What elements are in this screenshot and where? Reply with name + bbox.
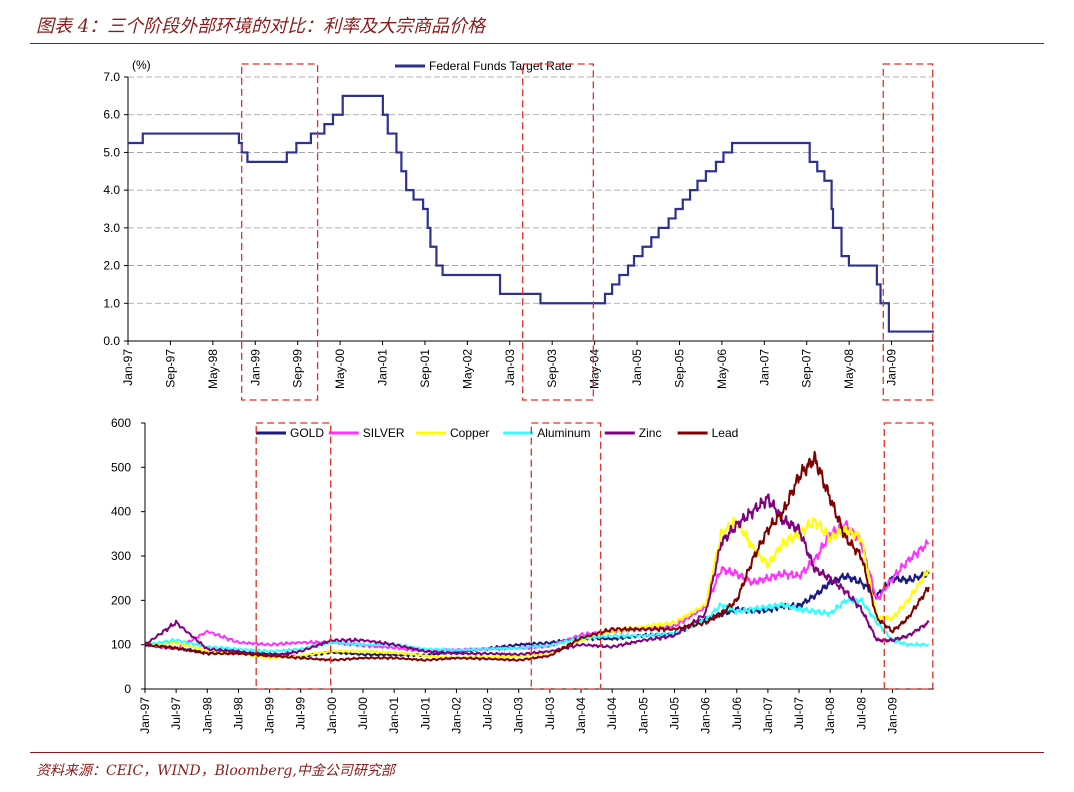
title-rule: [30, 43, 1044, 44]
y-tick-label: 2.0: [103, 259, 120, 273]
legend-label: Aluminum: [537, 426, 590, 440]
y-tick-label: 0.0: [103, 334, 120, 348]
legend-label: GOLD: [290, 426, 324, 440]
x-tick-label: Jul-06: [730, 697, 744, 730]
x-tick-label: Jul-00: [356, 697, 370, 730]
highlight-box: [883, 422, 934, 690]
y-tick-label: 0: [124, 682, 131, 696]
x-tick-label: May-02: [460, 349, 474, 389]
x-tick-label: Jul-08: [854, 697, 868, 730]
series-line-copper: [144, 516, 930, 660]
figure-title: 图表 4：三个阶段外部环境的对比：利率及大宗商品价格: [36, 16, 486, 37]
y-tick-label: 7.0: [103, 70, 120, 84]
legend-entry: Zinc: [604, 426, 662, 440]
x-tick-label: May-98: [206, 349, 220, 389]
legend-label: Zinc: [639, 426, 662, 440]
highlight-box: [255, 422, 332, 690]
x-tick-label: Jan-97: [138, 697, 152, 734]
legend-label: Lead: [712, 426, 739, 440]
y-tick-label: 6.0: [103, 108, 120, 122]
x-tick-label: May-06: [715, 349, 729, 389]
y-tick-label: 200: [111, 593, 131, 607]
y-tick-label: 1.0: [103, 296, 120, 310]
x-tick-label: Jan-99: [248, 349, 262, 386]
y-tick-label: 500: [111, 460, 131, 474]
x-tick-label: Jan-00: [325, 697, 339, 734]
x-tick-label: Jan-99: [263, 697, 277, 734]
series-line-federal-funds-target-rate: [128, 94, 934, 333]
highlight-box: [522, 63, 594, 401]
x-tick-label: Sep-01: [418, 349, 432, 388]
x-tick-label: Jul-05: [667, 697, 681, 730]
x-tick-label: May-08: [842, 349, 856, 389]
x-tick-label: Jan-08: [823, 697, 837, 734]
fed-rate-chart: 0.0 1.0 2.0 3.0 4.0 5.0 6.0 7.0 (%) Jan-97 Sep-97 M…: [103, 58, 934, 401]
x-tick-label: Jan-05: [636, 697, 650, 734]
x-tick-label: Sep-07: [800, 349, 814, 388]
x-tick-label: May-00: [333, 349, 347, 389]
x-tick-label: Sep-05: [672, 349, 686, 388]
x-tick-label: Jul-02: [481, 697, 495, 730]
x-tick-label: Jul-98: [231, 697, 245, 730]
x-tick-label: Sep-97: [163, 349, 177, 388]
y-tick-label: 3.0: [103, 221, 120, 235]
x-tick-label: Jul-07: [792, 697, 806, 730]
y-axis-label: (%): [132, 58, 151, 72]
legend-entry: Lead: [677, 426, 739, 440]
y-tick-label: 5.0: [103, 145, 120, 159]
x-tick-label: Jan-01: [376, 349, 390, 386]
legend-entry: GOLD: [256, 426, 324, 440]
source-rule: [30, 752, 1044, 753]
highlight-box: [882, 63, 934, 401]
x-tick-label: Jul-99: [294, 697, 308, 730]
x-tick-label: Jan-01: [387, 697, 401, 734]
series-line-silver: [144, 520, 930, 653]
x-tick-label: Jan-03: [512, 697, 526, 734]
x-tick-label: Jan-05: [630, 349, 644, 386]
legend-entry: Federal Funds Target Rate: [395, 59, 572, 73]
y-tick-label: 100: [111, 638, 131, 652]
y-tick-label: 300: [111, 549, 131, 563]
x-tick-label: Jan-98: [200, 697, 214, 734]
x-tick-label: May-04: [588, 349, 602, 389]
x-tick-label: Jan-06: [699, 697, 713, 734]
y-tick-label: 400: [111, 505, 131, 519]
source-note: 资料来源：CEIC，WIND，Bloomberg,中金公司研究部: [36, 763, 395, 779]
x-tick-label: Jul-03: [543, 697, 557, 730]
x-tick-label: Jul-01: [418, 697, 432, 730]
x-tick-label: Jul-97: [169, 697, 183, 730]
x-tick-label: Sep-03: [545, 349, 559, 388]
legend-entry: SILVER: [328, 426, 405, 440]
x-tick-label: Jan-97: [121, 349, 135, 386]
y-tick-label: 600: [111, 416, 131, 430]
series-line-lead: [144, 450, 930, 662]
legend-label: Federal Funds Target Rate: [429, 59, 572, 73]
highlight-box: [241, 63, 319, 401]
series-line-zinc: [144, 493, 930, 658]
x-tick-label: Jan-03: [503, 349, 517, 386]
y-tick-label: 4.0: [103, 183, 120, 197]
x-tick-label: Sep-99: [291, 349, 305, 388]
x-tick-label: Jul-04: [605, 697, 619, 730]
legend-label: SILVER: [363, 426, 405, 440]
legend-entry: Aluminum: [503, 426, 591, 440]
x-tick-label: Jan-04: [574, 697, 588, 734]
x-tick-label: Jan-09: [885, 349, 899, 386]
highlight-box: [530, 422, 602, 690]
legend-entry: Copper: [416, 426, 489, 440]
x-tick-label: Jan-02: [449, 697, 463, 734]
x-tick-label: Jan-07: [761, 697, 775, 734]
legend-label: Copper: [450, 426, 489, 440]
x-tick-label: Jan-09: [885, 697, 899, 734]
x-tick-label: Jan-07: [757, 349, 771, 386]
